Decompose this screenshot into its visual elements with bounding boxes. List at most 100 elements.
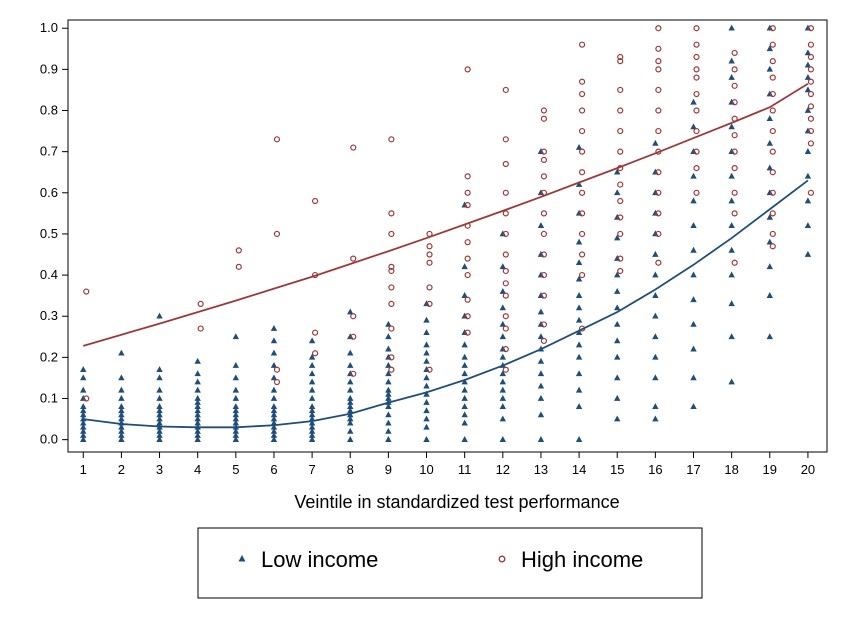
- data-point: [578, 251, 586, 258]
- data-point: [312, 197, 319, 205]
- data-point: [347, 415, 354, 422]
- data-point: [766, 263, 773, 270]
- data-point: [232, 415, 240, 422]
- data-point: [540, 321, 548, 328]
- data-point: [728, 271, 735, 278]
- data-point: [423, 357, 430, 364]
- data-point: [273, 378, 281, 386]
- data-point: [232, 436, 240, 442]
- x-tick-label: 7: [308, 462, 315, 477]
- data-point: [769, 58, 776, 65]
- data-point: [232, 427, 240, 434]
- data-point: [652, 403, 659, 410]
- data-point: [807, 25, 815, 32]
- data-point: [578, 169, 586, 176]
- data-point: [652, 312, 659, 319]
- data-point: [537, 333, 545, 340]
- data-point: [197, 325, 204, 332]
- data-point: [194, 399, 201, 405]
- data-point: [652, 374, 659, 381]
- data-point: [80, 419, 87, 426]
- data-point: [575, 238, 583, 245]
- data-point: [388, 230, 395, 238]
- y-tick-label: 0.6: [40, 185, 58, 200]
- data-point: [731, 148, 738, 155]
- data-point: [766, 65, 773, 72]
- data-point: [270, 403, 278, 410]
- data-point: [118, 411, 125, 418]
- data-point: [464, 173, 471, 180]
- data-point: [614, 394, 621, 401]
- data-point: [537, 370, 545, 377]
- data-point: [347, 349, 354, 356]
- data-point: [118, 423, 125, 430]
- data-point: [423, 436, 430, 442]
- data-point: [232, 333, 240, 340]
- data-point: [769, 127, 776, 135]
- data-point: [693, 25, 700, 32]
- data-point: [270, 394, 278, 401]
- data-point: [540, 173, 548, 180]
- data-point: [693, 41, 700, 48]
- data-point: [807, 78, 815, 85]
- data-point: [655, 45, 662, 52]
- data-point: [308, 394, 316, 401]
- data-point: [499, 263, 507, 270]
- data-point: [194, 378, 201, 385]
- data-point: [232, 407, 240, 414]
- x-tick-label: 1: [80, 462, 87, 477]
- data-point: [461, 370, 468, 377]
- data-point: [575, 341, 583, 348]
- data-point: [655, 230, 662, 238]
- data-point: [540, 210, 548, 217]
- data-point: [388, 366, 395, 373]
- data-point: [614, 353, 621, 360]
- data-point: [614, 320, 621, 327]
- x-tick-label: 9: [385, 462, 392, 477]
- data-point: [690, 222, 697, 229]
- legend-marker-high-income: [498, 555, 506, 563]
- data-point: [690, 197, 697, 204]
- data-point: [194, 431, 201, 438]
- data-point: [464, 66, 471, 73]
- data-point: [804, 222, 812, 229]
- data-point: [690, 345, 697, 352]
- data-point: [617, 148, 624, 155]
- data-point: [464, 329, 471, 336]
- data-point: [575, 403, 583, 410]
- high-income-fit-line: [83, 83, 809, 347]
- data-point: [575, 329, 583, 335]
- data-point: [461, 263, 468, 270]
- data-point: [80, 374, 87, 381]
- data-point: [617, 107, 624, 114]
- data-point: [80, 427, 87, 434]
- data-point: [575, 275, 583, 282]
- data-point: [156, 374, 163, 381]
- data-point: [308, 423, 316, 430]
- data-point: [232, 386, 240, 393]
- data-point: [537, 222, 545, 229]
- data-point: [540, 107, 548, 114]
- data-point: [690, 123, 697, 130]
- data-point: [270, 324, 278, 331]
- data-point: [766, 213, 773, 220]
- data-point: [350, 144, 357, 151]
- data-point: [499, 386, 507, 393]
- data-point: [80, 407, 87, 414]
- data-point: [499, 378, 507, 385]
- data-point: [614, 304, 621, 311]
- data-point: [807, 90, 815, 98]
- data-point: [502, 267, 509, 275]
- data-point: [617, 197, 624, 205]
- data-point: [347, 436, 354, 442]
- data-point: [614, 337, 621, 344]
- data-point: [118, 394, 125, 401]
- data-point: [270, 419, 278, 426]
- x-tick-label: 13: [534, 462, 548, 477]
- data-point: [156, 386, 163, 393]
- data-point: [499, 436, 507, 442]
- data-point: [270, 349, 278, 356]
- data-point: [347, 407, 354, 414]
- data-point: [499, 304, 507, 311]
- data-point: [614, 234, 621, 241]
